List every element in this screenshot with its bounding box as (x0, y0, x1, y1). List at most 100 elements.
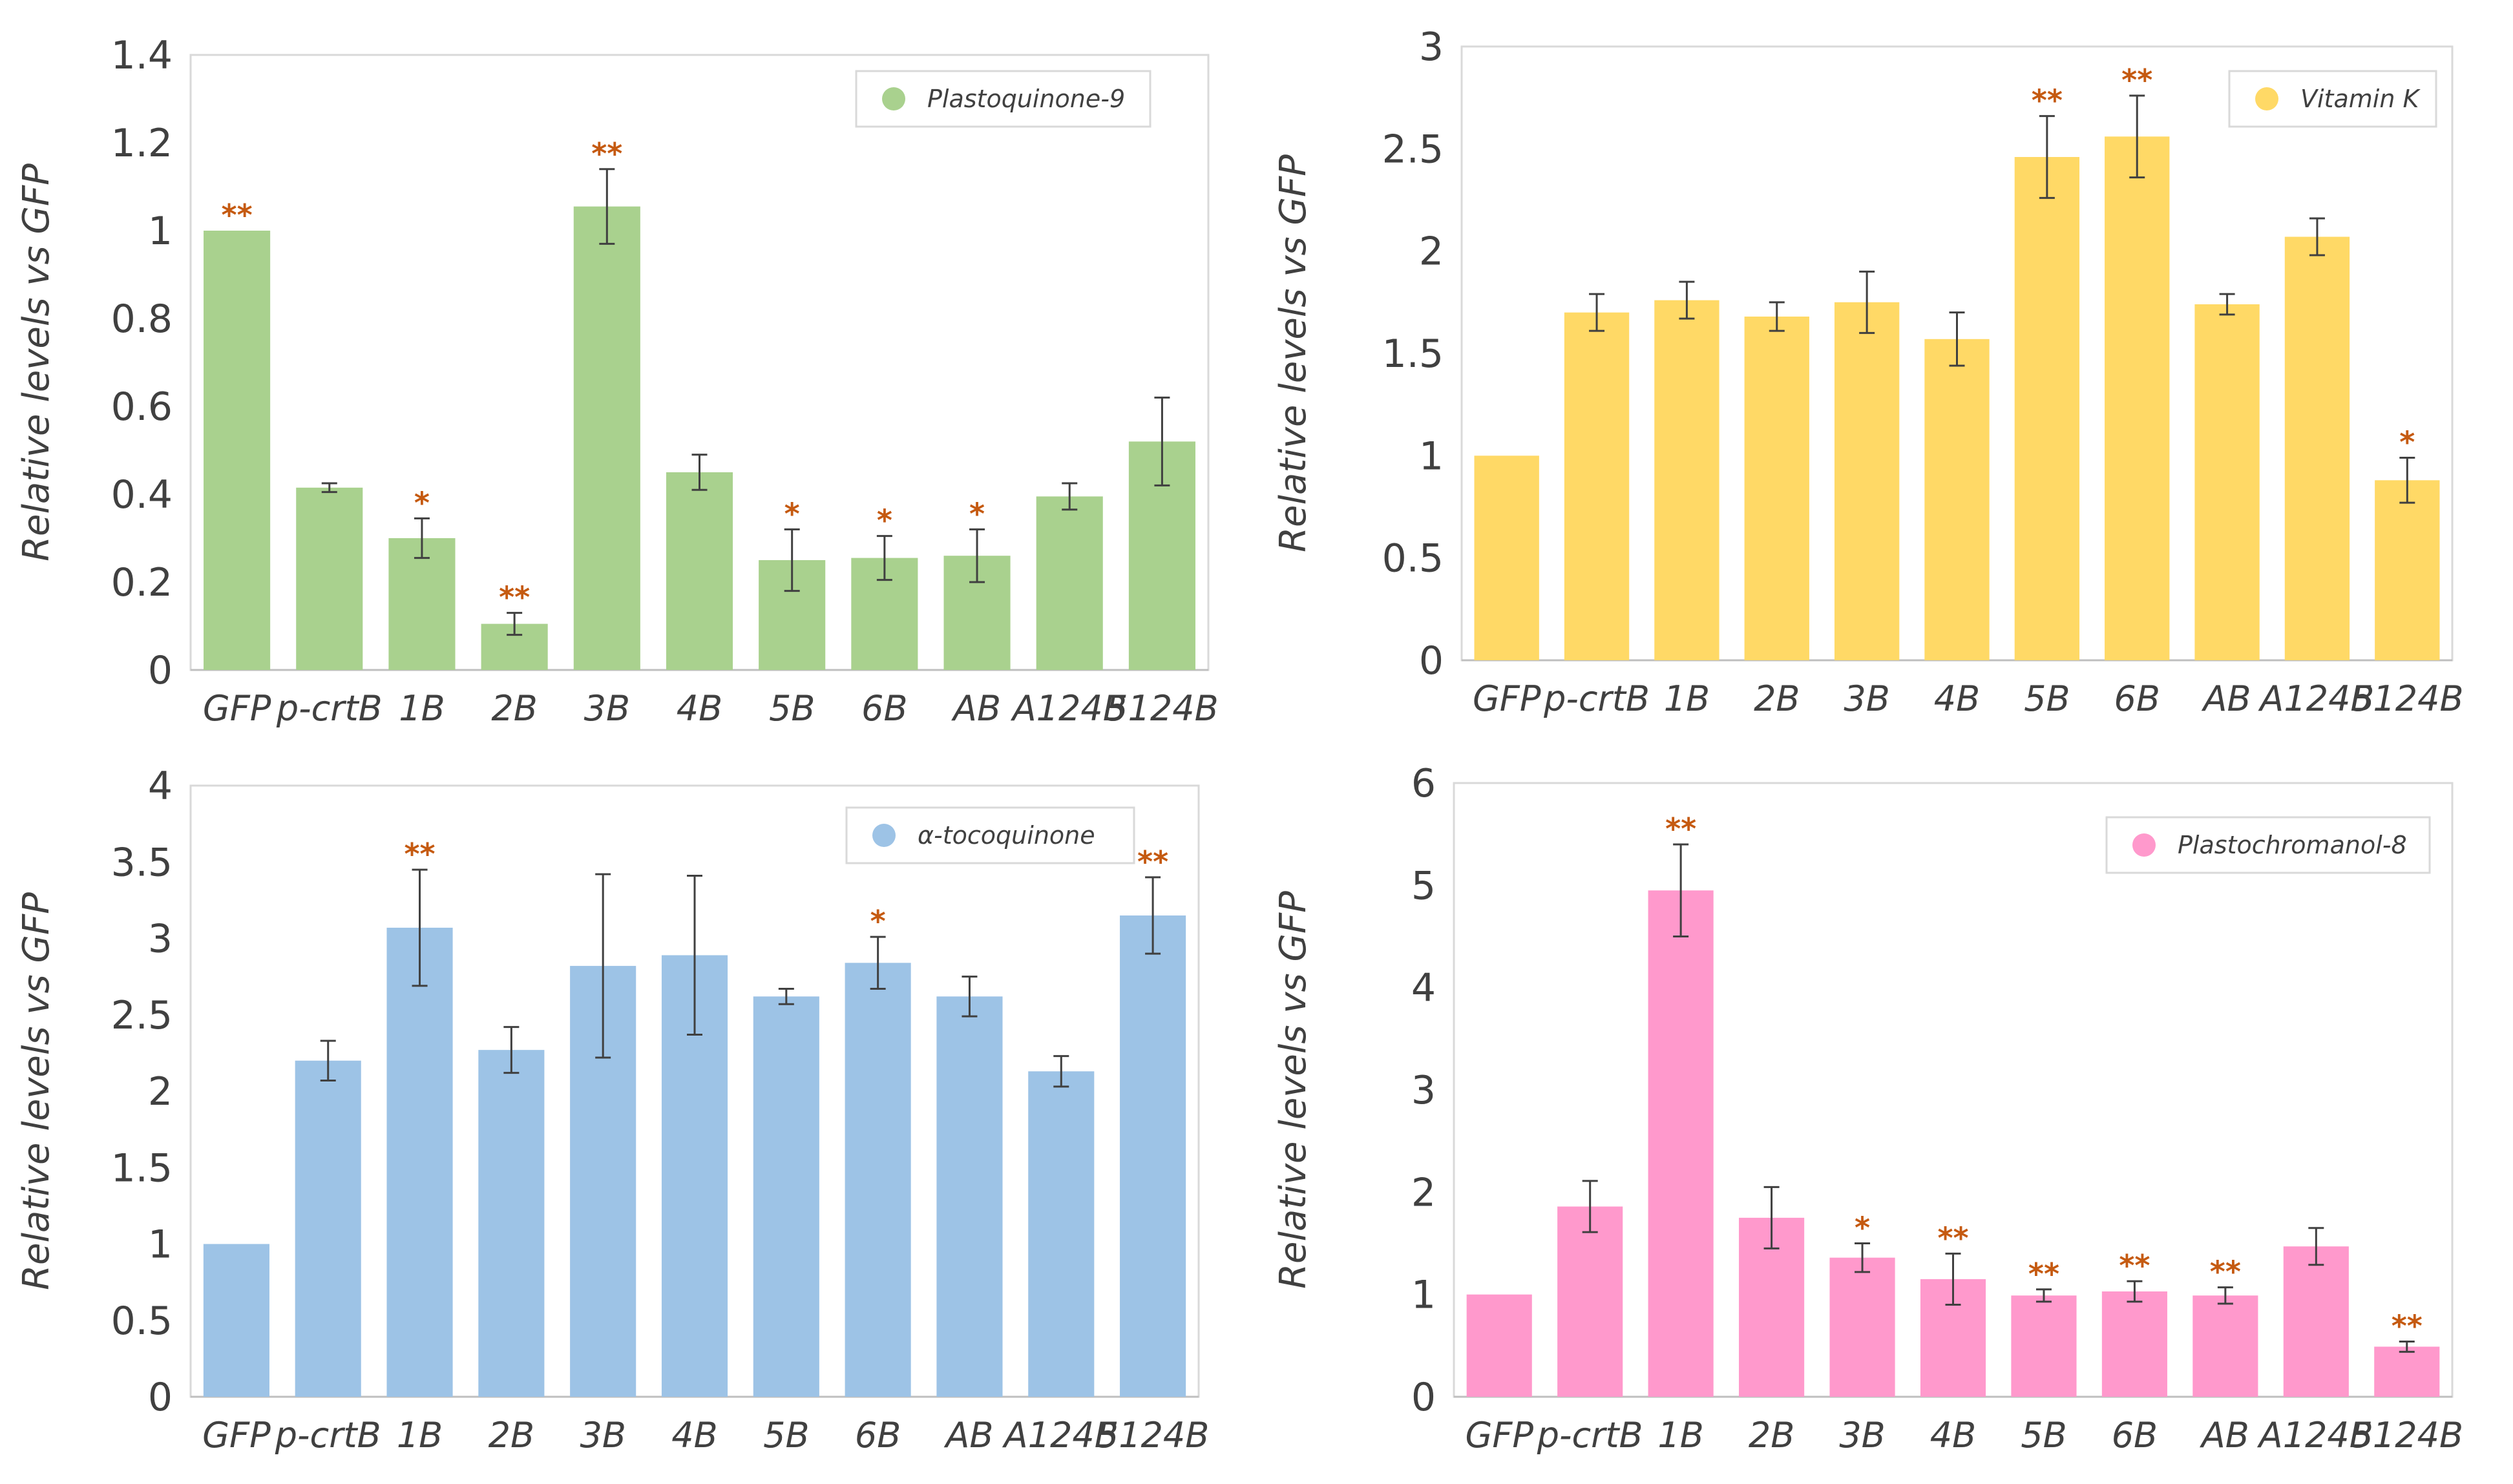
bar-3b (1829, 1257, 1895, 1397)
x-tick-label: p-crtB (276, 688, 383, 729)
x-tick-label: GFP (1473, 678, 1541, 719)
bar-p-crtb (1557, 1206, 1623, 1397)
y-tick-label: 1 (148, 1222, 173, 1268)
y-tick-label: 0.8 (111, 297, 173, 342)
legend-marker (882, 87, 905, 110)
x-tick-label: AB (951, 688, 1001, 729)
bar-5124b (2375, 480, 2440, 660)
x-tick-label: 1B (397, 1415, 443, 1456)
y-tick-label: 2.5 (1382, 127, 1444, 172)
chart-vitamin-k: 0 0.5 1 1.5 2 2.5 3 Relative levels vs GFP GFP p-… (1272, 25, 2464, 719)
x-tick-label: AB (2202, 678, 2251, 719)
y-tick-label: 0 (1411, 1375, 1436, 1420)
significance-mark: ** (2210, 1255, 2241, 1290)
x-tick-label: 2B (1749, 1415, 1794, 1456)
bar-5b (753, 996, 819, 1397)
x-tick-label: A124B (2257, 1415, 2373, 1456)
significance-mark: ** (1937, 1220, 1968, 1255)
significance-mark: ** (2032, 83, 2063, 118)
x-tick-label: 6B (2112, 1415, 2158, 1456)
x-tick-label: 1B (1657, 1415, 1703, 1456)
y-tick-label: 3.5 (111, 840, 173, 885)
x-tick-label: AB (2200, 1415, 2249, 1456)
x-tick-label: 3B (580, 1415, 626, 1456)
y-tick-label: 3 (148, 917, 173, 962)
bar-4b (1924, 339, 1990, 660)
x-tick-label: p-crtB (1537, 1415, 1643, 1456)
y-tick-label: 1.2 (111, 121, 173, 166)
significance-mark: * (1855, 1211, 1870, 1246)
chart-tocoquinone: 0 0.5 1 1.5 2 2.5 3 3.5 4 Relative levels vs GFP G… (16, 764, 1209, 1456)
significance-mark: ** (2121, 63, 2152, 98)
y-tick-label: 1 (1411, 1273, 1436, 1318)
y-tick-label: 5 (1411, 863, 1436, 908)
x-tick-label: GFP (203, 688, 271, 729)
significance-mark: ** (499, 580, 530, 615)
bar-6b (845, 963, 911, 1397)
y-tick-label: 2 (148, 1069, 173, 1114)
y-tick-label: 0 (1419, 638, 1444, 684)
legend-box (2105, 816, 2431, 874)
bar-6b (2105, 136, 2170, 661)
legend-label: Plastochromanol-8 (2178, 831, 2407, 859)
significance-mark: ** (591, 136, 622, 171)
significance-mark: ** (222, 198, 253, 233)
x-tick-label: 4B (677, 688, 722, 729)
y-tick-label: 6 (1411, 761, 1436, 806)
x-tick-label: 4B (1930, 1415, 1976, 1456)
y-tick-label: 2 (1411, 1170, 1436, 1215)
x-tick-label: 2B (491, 688, 537, 729)
y-axis-title: Relative levels vs GFP (1272, 154, 1314, 552)
bar-gfp (1474, 455, 1539, 660)
legend-marker (2255, 87, 2278, 110)
bar-a124b (1036, 496, 1103, 670)
y-tick-label: 0.5 (1382, 536, 1444, 581)
y-tick-label: 0.2 (111, 560, 173, 605)
y-axis-title: Relative levels vs GFP (16, 163, 58, 561)
bar-5b (2011, 1295, 2077, 1397)
x-tick-label: p-crtB (275, 1415, 381, 1456)
x-tick-label: 5B (2021, 1415, 2066, 1456)
bar-2b (1744, 317, 1809, 660)
bar-2b (478, 1050, 545, 1397)
legend-marker (872, 824, 896, 847)
bar-5124b (1120, 915, 1186, 1397)
legend-label: Vitamin K (2300, 85, 2421, 113)
x-tick-label: 5B (769, 688, 815, 729)
y-axis-title: Relative levels vs GFP (16, 892, 58, 1290)
x-tick-label: 1B (399, 688, 445, 729)
bar-ab (2192, 1295, 2258, 1397)
x-tick-label: 5124B (2351, 1415, 2463, 1456)
x-tick-label: 5B (763, 1415, 809, 1456)
significance-mark: ** (1137, 844, 1168, 879)
x-tick-label: AB (943, 1415, 993, 1456)
x-tick-label: 6B (2114, 678, 2160, 719)
bar-a124b (2284, 236, 2350, 660)
significance-mark: ** (2392, 1309, 2423, 1344)
significance-mark: * (414, 485, 430, 520)
significance-mark: ** (1665, 811, 1696, 846)
y-axis-title: Relative levels vs GFP (1272, 891, 1314, 1289)
x-tick-label: 6B (861, 688, 907, 729)
y-tick-label: 1.5 (1382, 331, 1444, 377)
bar-1b (388, 538, 456, 670)
x-tick-label: 4B (671, 1415, 717, 1456)
bar-gfp (203, 1244, 269, 1397)
bar-3b (573, 206, 640, 671)
y-tick-label: 1 (1419, 434, 1444, 479)
x-tick-label: 3B (584, 688, 630, 729)
y-tick-label: 3 (1419, 25, 1444, 70)
x-tick-label: 1B (1664, 678, 1710, 719)
significance-mark: * (870, 904, 886, 939)
x-tick-label: 2B (1754, 678, 1800, 719)
x-tick-label: 5124B (2351, 678, 2463, 719)
bar-p-crtb (295, 1060, 361, 1397)
bar-1b (386, 927, 453, 1397)
x-tick-label: p-crtB (1543, 678, 1650, 719)
significance-mark: * (784, 496, 800, 531)
x-tick-label: 5124B (1097, 1415, 1209, 1456)
x-tick-label: A124B (1002, 1415, 1119, 1456)
y-tick-label: 1 (148, 209, 173, 254)
y-tick-label: 0 (148, 1375, 173, 1420)
